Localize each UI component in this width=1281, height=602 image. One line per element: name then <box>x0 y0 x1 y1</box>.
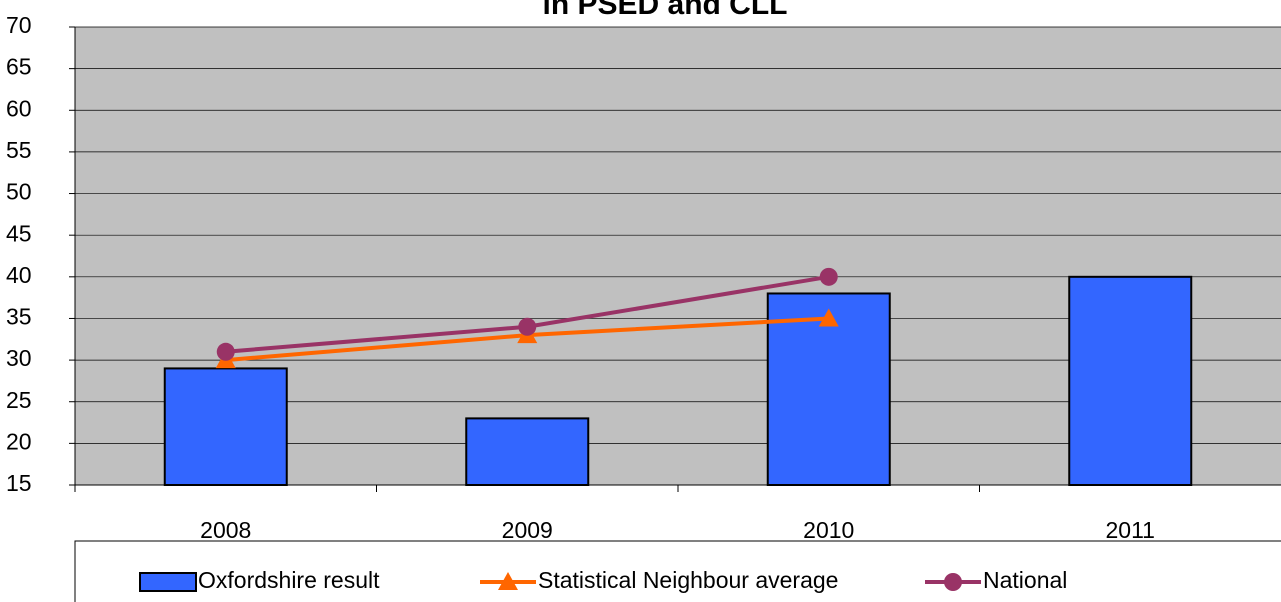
legend-marker <box>498 572 518 590</box>
bar <box>163 367 288 486</box>
y-tick-label: 60 <box>6 95 32 121</box>
point <box>216 342 235 361</box>
x-tick-label: 2011 <box>1106 517 1155 543</box>
bar <box>766 292 891 486</box>
bar <box>1068 275 1193 486</box>
y-tick-label: 35 <box>6 304 32 330</box>
y-tick-label: 55 <box>6 137 32 163</box>
y-tick-label: 15 <box>6 470 32 496</box>
legend-marker <box>944 573 962 591</box>
y-tick-label: 40 <box>6 262 32 288</box>
y-tick-label: 50 <box>6 179 32 205</box>
legend-box <box>74 540 1281 602</box>
x-tick-label: 2010 <box>803 517 854 543</box>
legend-label: Statistical Neighbour average <box>538 567 838 593</box>
x-tick-label: 2009 <box>502 517 553 543</box>
y-tick-label: 25 <box>6 387 32 413</box>
y-tick-label: 70 <box>6 12 32 38</box>
bar <box>465 417 590 486</box>
legend-label: Oxfordshire result <box>198 567 380 593</box>
legend-label: National <box>983 567 1067 593</box>
x-tick-label: 2008 <box>200 517 251 543</box>
y-tick-label: 65 <box>6 54 32 80</box>
y-tick-label: 45 <box>6 220 32 246</box>
y-tick-label: 30 <box>6 345 32 371</box>
point <box>518 317 537 336</box>
point <box>819 267 838 286</box>
legend-swatch <box>139 572 197 592</box>
point <box>818 308 839 327</box>
chart-title: in PSED and CLL <box>542 0 787 21</box>
y-tick-label: 20 <box>6 428 32 454</box>
